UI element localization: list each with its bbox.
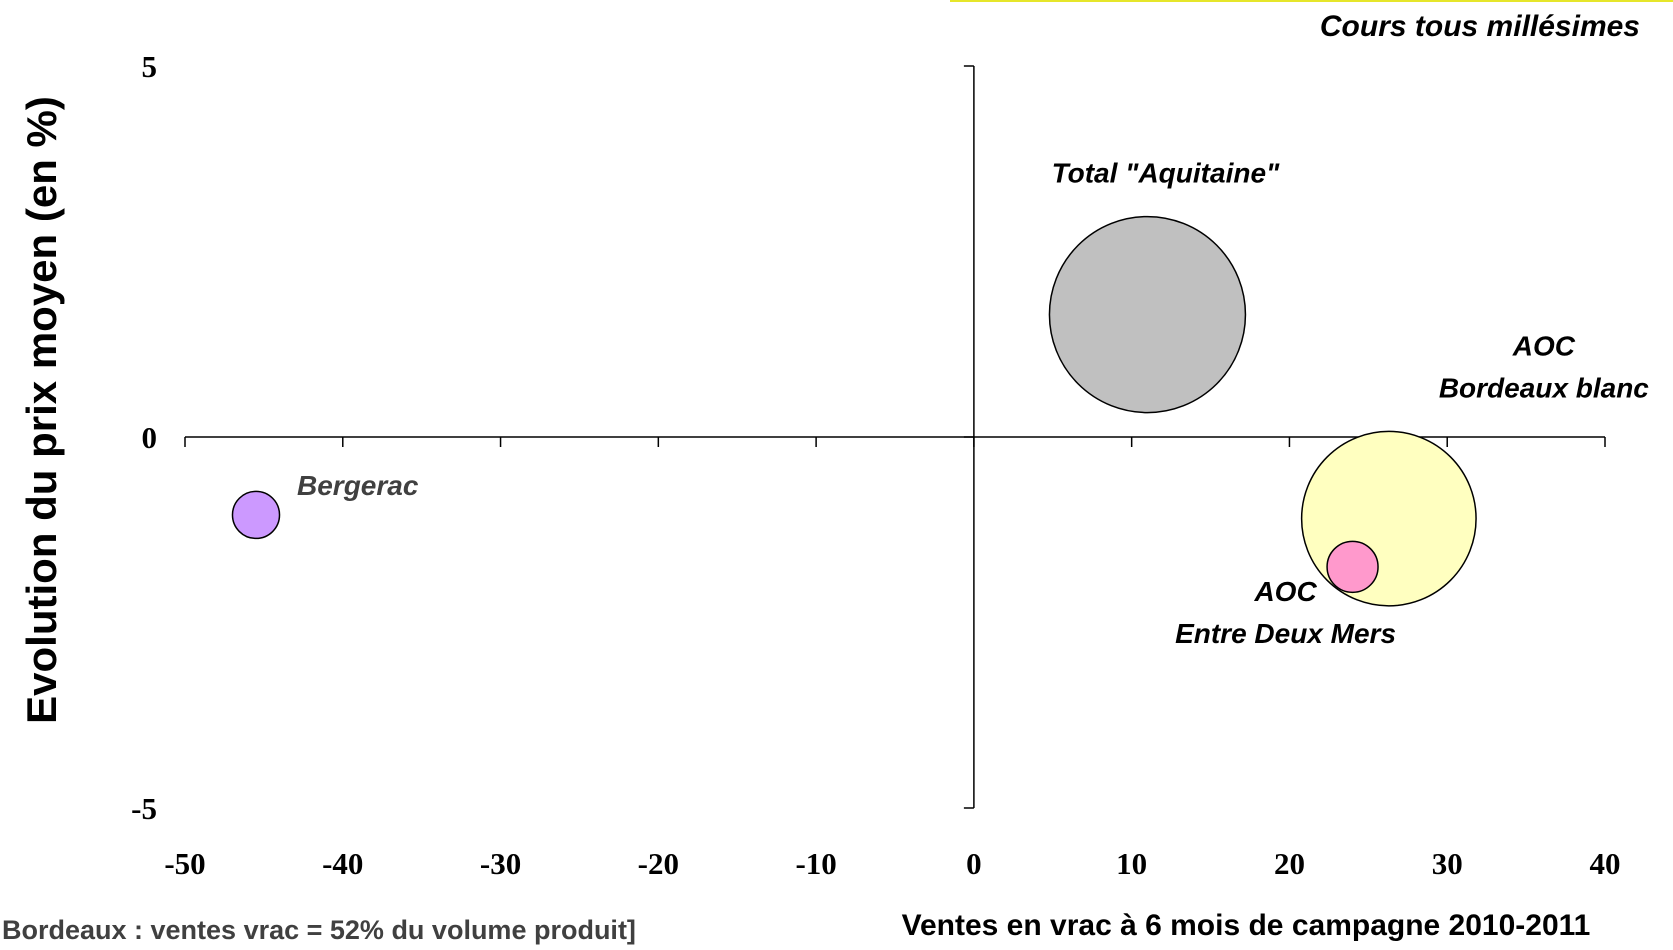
bubble [1048,215,1247,414]
x-tick-label: -50 [164,846,205,881]
bubble [1300,430,1477,607]
x-tick-label: 0 [966,846,982,881]
bubble [1326,540,1379,594]
x-tick-label: 30 [1432,846,1463,881]
bubble-label: Entre Deux Mers [1175,618,1396,649]
x-tick-label: -30 [480,846,521,881]
bubble-label: Bordeaux blanc [1439,373,1649,404]
bubble [231,490,281,540]
x-tick-label: -20 [638,846,679,881]
y-tick-label: 0 [142,420,158,455]
x-tick-label: 20 [1274,846,1305,881]
x-axis-label: Ventes en vrac à 6 mois de campagne 2010… [902,909,1591,942]
x-tick-label: 40 [1590,846,1621,881]
bubble-labels: Total "Aquitaine" AOC Bordeaux blanc AOC Ent… [297,158,1649,649]
y-axis-label: Evolution du prix moyen (en %) [18,96,65,724]
bubble-label: Bergerac [297,470,419,501]
bubble-label: AOC [1253,576,1317,607]
header-accent-line [950,0,1673,2]
x-tick-label: 10 [1116,846,1147,881]
footnote: Bordeaux : ventes vrac = 52% du volume p… [2,915,636,945]
bubbles [231,215,1477,607]
chart-subtitle: Cours tous millésimes [1320,10,1640,43]
x-tick-label: -40 [322,846,363,881]
y-tick-label: 5 [142,49,158,84]
bubble-label: AOC [1512,331,1576,362]
bubble-label: Total "Aquitaine" [1052,158,1280,189]
y-tick-label: -5 [131,791,157,826]
x-tick-label: -10 [795,846,836,881]
